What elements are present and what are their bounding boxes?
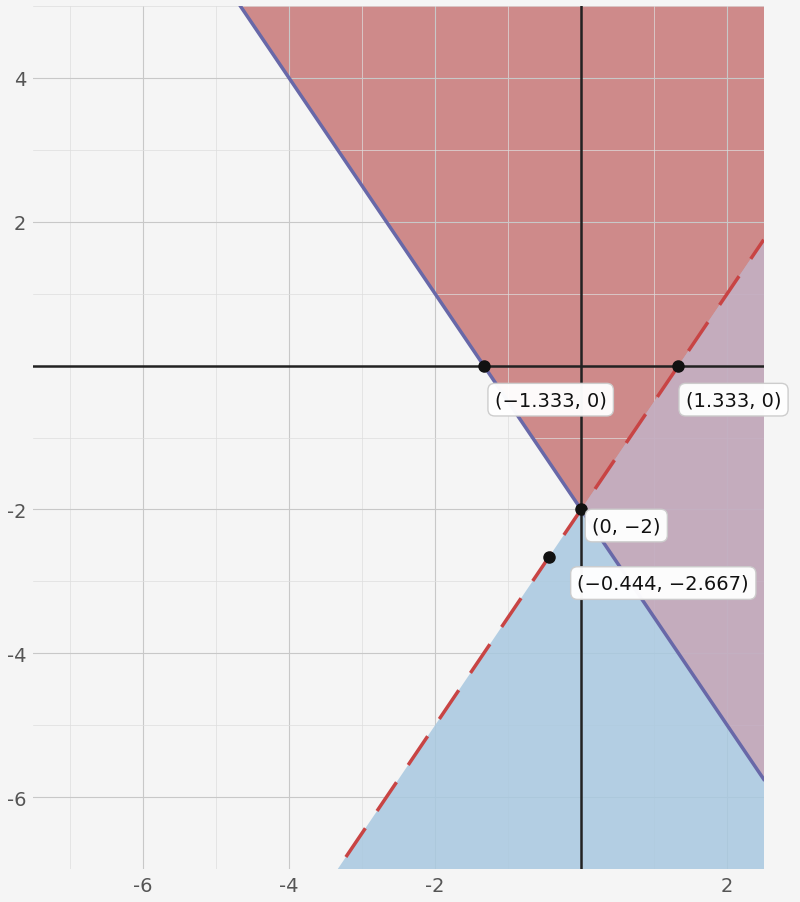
Text: (0, −2): (0, −2) xyxy=(592,517,661,536)
Text: (−1.333, 0): (−1.333, 0) xyxy=(494,391,606,410)
Text: (−0.444, −2.667): (−0.444, −2.667) xyxy=(578,574,749,593)
Text: (1.333, 0): (1.333, 0) xyxy=(686,391,782,410)
